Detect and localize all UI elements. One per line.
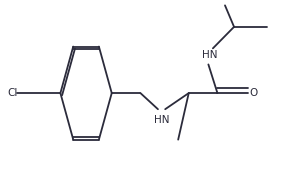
Text: HN: HN — [202, 50, 218, 61]
Text: HN: HN — [154, 115, 169, 125]
Text: O: O — [249, 88, 258, 98]
Text: Cl: Cl — [7, 88, 17, 98]
